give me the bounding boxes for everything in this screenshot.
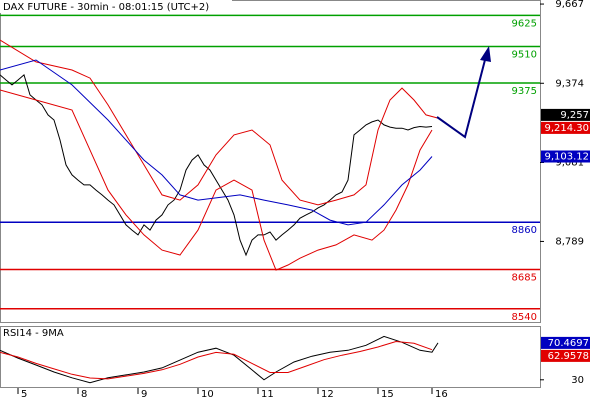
x-tick-label: 12 — [321, 389, 334, 400]
x-tick-label: 9 — [141, 389, 147, 400]
x-tick-label: 8 — [81, 389, 87, 400]
series-line — [0, 89, 433, 271]
rsi-panel — [0, 326, 541, 388]
level-label: 8685 — [512, 273, 537, 284]
x-tick-label: 11 — [261, 389, 274, 400]
level-label: 9375 — [512, 86, 537, 97]
value-box-label: 9,257 — [560, 110, 589, 121]
y-tick-label: 9,374 — [555, 78, 584, 89]
level-label: 9510 — [512, 50, 537, 61]
projection-arrow — [436, 55, 487, 139]
chart-title: DAX FUTURE - 30min - 08:01:15 (UTC+2) — [3, 2, 209, 13]
arrow-head — [480, 46, 491, 62]
series-line — [0, 39, 439, 206]
y-tick-label: 8,789 — [555, 236, 584, 247]
value-box-label: 9,103.12 — [544, 152, 589, 163]
y-tick-label: 9,667 — [555, 0, 584, 10]
series-line — [0, 59, 433, 226]
series-line — [0, 74, 433, 257]
x-tick-label: 15 — [381, 389, 394, 400]
y-tick-label: 30 — [571, 375, 584, 386]
level-label: 8540 — [512, 312, 537, 323]
y-tick-label: 9,081 — [555, 157, 584, 168]
x-tick-label: 5 — [21, 389, 27, 400]
value-box — [541, 349, 590, 362]
series-line — [0, 335, 439, 384]
value-box — [541, 108, 590, 121]
value-box-label: 62.9578 — [548, 351, 589, 362]
value-box-label: 9,214.30 — [544, 123, 589, 134]
value-box-label: 70.4697 — [548, 338, 589, 349]
series-line — [0, 340, 433, 380]
x-tick-label: 16 — [435, 389, 448, 400]
value-box — [541, 121, 590, 134]
level-label: 9625 — [512, 18, 537, 29]
value-box — [541, 150, 590, 163]
title-bg — [0, 0, 232, 13]
level-label: 8860 — [512, 225, 537, 236]
value-box — [541, 336, 590, 349]
price-panel — [0, 0, 541, 323]
indicator-title: RSI14 - 9MA — [3, 328, 64, 339]
x-tick-label: 10 — [201, 389, 214, 400]
